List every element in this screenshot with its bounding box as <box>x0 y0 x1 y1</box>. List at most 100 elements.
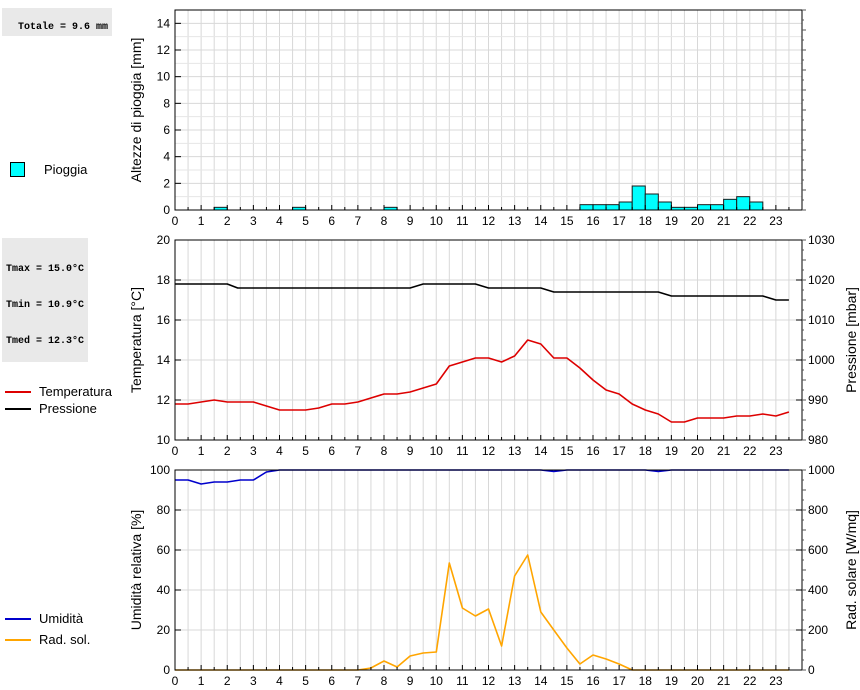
hum-x-tick-label: 4 <box>276 674 283 688</box>
rain-y-tick-label: 12 <box>157 43 171 57</box>
rain-y-tick-label: 2 <box>163 176 170 190</box>
legend-pressure-label: Pressione <box>39 401 97 416</box>
rain-bar <box>618 201 633 211</box>
hum-x-tick-label: 6 <box>328 674 335 688</box>
rain-bar <box>697 204 712 211</box>
temp-x-tick-label: 9 <box>407 444 414 458</box>
temp-y-tick-label: 16 <box>157 313 171 327</box>
temp-y2-tick-label: 1000 <box>808 353 835 367</box>
rain-bar <box>710 204 725 211</box>
temp-x-tick-label: 12 <box>482 444 496 458</box>
temp-x-tick-label: 5 <box>302 444 309 458</box>
rain-y-tick-label: 10 <box>157 70 171 84</box>
rain-y-tick-label: 14 <box>157 16 171 30</box>
rain-x-tick-label: 21 <box>717 214 731 228</box>
tmin-text: Tmin = 10.9°C <box>6 300 85 311</box>
rain-x-tick-label: 4 <box>276 214 283 228</box>
legend-temperature-line <box>5 391 31 393</box>
temp-y2-tick-label: 980 <box>808 433 828 447</box>
temp-x-tick-label: 13 <box>508 444 522 458</box>
rain-bar <box>592 204 607 211</box>
rain-y-tick-label: 4 <box>163 150 170 164</box>
rain-x-tick-label: 20 <box>691 214 705 228</box>
legend-temperature-label: Temperatura <box>39 384 112 399</box>
rain-bar <box>657 201 672 211</box>
temp-y-tick-label: 14 <box>157 353 171 367</box>
rain-x-tick-label: 0 <box>172 214 179 228</box>
hum-y-tick-label: 80 <box>157 503 171 517</box>
hum-y2-axis-title: Rad. solare [W/mq] <box>843 510 859 630</box>
rain-x-tick-label: 22 <box>743 214 757 228</box>
temp-y2-tick-label: 1030 <box>808 233 835 247</box>
hum-y-tick-label: 40 <box>157 583 171 597</box>
temp-y2-axis-title: Pressione [mbar] <box>843 287 859 393</box>
hum-x-tick-label: 22 <box>743 674 757 688</box>
rain-bar <box>605 204 620 211</box>
hum-rad-sol-line <box>175 554 789 671</box>
hum-x-tick-label: 16 <box>586 674 600 688</box>
temp-pressione-line <box>175 283 789 301</box>
rain-x-tick-label: 13 <box>508 214 522 228</box>
legend-pressure-line <box>5 408 31 410</box>
temp-y2-tick-label: 1020 <box>808 273 835 287</box>
rain-x-tick-label: 14 <box>534 214 548 228</box>
hum-y-tick-label: 0 <box>163 663 170 677</box>
rain-x-tick-label: 15 <box>560 214 574 228</box>
rain-x-tick-label: 19 <box>665 214 679 228</box>
hum-x-tick-label: 1 <box>198 674 205 688</box>
rain-x-tick-label: 1 <box>198 214 205 228</box>
temp-y2-tick-label: 990 <box>808 393 828 407</box>
temp-temperatura-line <box>175 339 790 423</box>
rain-bar <box>723 198 738 211</box>
hum-x-tick-label: 7 <box>355 674 362 688</box>
hum-y2-tick-label: 0 <box>808 663 815 677</box>
legend-radiation-label: Rad. sol. <box>39 632 91 647</box>
temp-x-tick-label: 3 <box>250 444 257 458</box>
rain-y-axis-title: Altezze di pioggia [mm] <box>128 38 144 183</box>
rain-x-tick-label: 9 <box>407 214 414 228</box>
rain-y-tick-label: 6 <box>163 123 170 137</box>
temp-y2-tick-label: 1010 <box>808 313 835 327</box>
hum-x-tick-label: 12 <box>482 674 496 688</box>
temp-x-tick-label: 2 <box>224 444 231 458</box>
temp-x-tick-label: 18 <box>639 444 653 458</box>
rain-bar <box>631 185 646 211</box>
temp-x-tick-label: 22 <box>743 444 757 458</box>
temp-x-tick-label: 7 <box>355 444 362 458</box>
hum-x-tick-label: 20 <box>691 674 705 688</box>
temp-y-tick-label: 10 <box>157 433 171 447</box>
hum-y2-tick-label: 1000 <box>808 463 835 477</box>
hum-x-tick-label: 21 <box>717 674 731 688</box>
rain-bar <box>579 204 594 211</box>
hum-x-tick-label: 13 <box>508 674 522 688</box>
rain-total-text: Totale = 9.6 mm <box>18 22 109 33</box>
hum-x-tick-label: 15 <box>560 674 574 688</box>
rain-x-tick-label: 12 <box>482 214 496 228</box>
hum-y2-tick-label: 400 <box>808 583 828 597</box>
rain-bar <box>749 201 764 211</box>
rain-x-tick-label: 11 <box>456 214 469 228</box>
hum-x-tick-label: 2 <box>224 674 231 688</box>
temp-x-tick-label: 20 <box>691 444 705 458</box>
rain-x-tick-label: 17 <box>612 214 626 228</box>
hum-y-tick-label: 20 <box>157 623 171 637</box>
hum-x-tick-label: 19 <box>665 674 679 688</box>
hum-x-tick-label: 8 <box>381 674 388 688</box>
hum-x-tick-label: 18 <box>639 674 653 688</box>
temp-x-tick-label: 0 <box>172 444 179 458</box>
temp-y-tick-label: 18 <box>157 273 171 287</box>
tmax-text: Tmax = 15.0°C <box>6 264 85 275</box>
rain-x-tick-label: 3 <box>250 214 257 228</box>
rain-x-tick-label: 7 <box>355 214 362 228</box>
hum-x-tick-label: 3 <box>250 674 257 688</box>
hum-x-tick-label: 17 <box>612 674 626 688</box>
tmed-text: Tmed = 12.3°C <box>6 336 85 347</box>
temp-x-tick-label: 23 <box>769 444 783 458</box>
legend-humidity-line <box>5 618 31 620</box>
legend-humidity-label: Umidità <box>39 611 84 626</box>
hum-y-tick-label: 60 <box>157 543 171 557</box>
hum-y-tick-label: 100 <box>150 463 170 477</box>
temp-x-tick-label: 14 <box>534 444 548 458</box>
temp-y-tick-label: 12 <box>157 393 171 407</box>
